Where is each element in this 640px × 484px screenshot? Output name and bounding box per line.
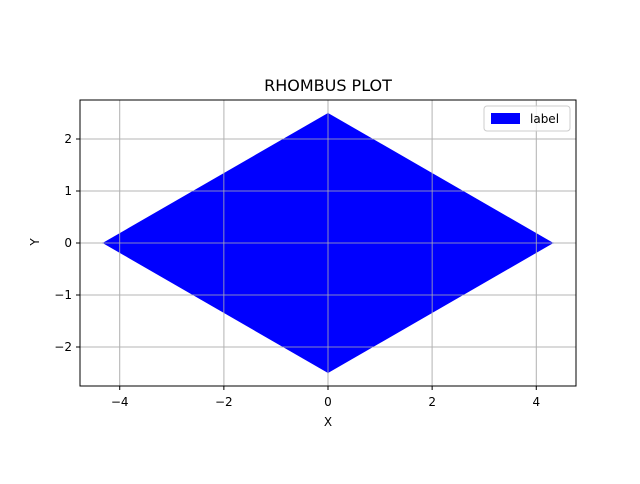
legend-box xyxy=(483,105,571,132)
legend: label xyxy=(483,105,571,132)
x-axis-label: X xyxy=(324,415,332,429)
legend-swatch xyxy=(491,113,520,124)
chart-title: RHOMBUS PLOT xyxy=(264,76,392,95)
y-tick-label: 1 xyxy=(64,184,72,198)
y-axis-label: Y xyxy=(28,238,42,247)
y-tick-label: 0 xyxy=(64,236,72,250)
y-tick-label: 2 xyxy=(64,132,72,146)
legend-label: label xyxy=(530,112,559,126)
x-tick-label: −2 xyxy=(215,395,233,409)
x-tick-label: 2 xyxy=(428,395,436,409)
x-ticks: −4 −2 0 2 4 xyxy=(111,386,540,409)
x-tick-label: 0 xyxy=(324,395,332,409)
y-tick-label: −2 xyxy=(54,340,72,354)
grid-overlay xyxy=(80,100,576,386)
y-tick-label: −1 xyxy=(54,288,72,302)
y-ticks: −2 −1 0 1 2 xyxy=(54,132,80,354)
x-tick-label: −4 xyxy=(111,395,129,409)
x-tick-label: 4 xyxy=(532,395,540,409)
series-layer xyxy=(80,100,576,386)
